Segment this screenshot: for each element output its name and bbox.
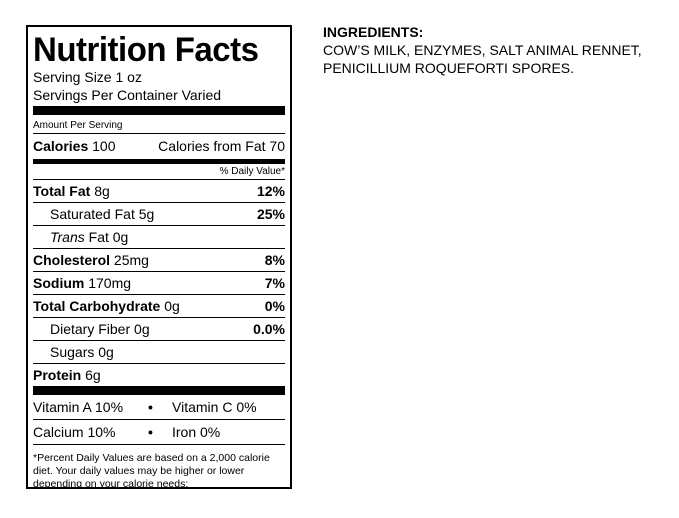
ingredients-title: INGREDIENTS: bbox=[323, 24, 424, 40]
nutrient-row-trans-fat: Trans Fat 0g bbox=[33, 225, 285, 248]
servings-per-container: Servings Per Container Varied bbox=[33, 87, 222, 103]
daily-value-header: % Daily Value* bbox=[219, 166, 285, 177]
thick-divider bbox=[33, 106, 285, 115]
calories-value: 100 bbox=[92, 138, 116, 154]
vitamin-right: Vitamin C 0% bbox=[172, 399, 257, 415]
vitamin-row: Vitamin A 10% • Vitamin C 0% bbox=[33, 395, 285, 419]
nutrient-amount: Fat 0g bbox=[88, 229, 129, 245]
nutrient-name: Saturated Fat bbox=[50, 206, 135, 222]
calories-from-fat: Calories from Fat 70 bbox=[158, 138, 285, 154]
nutrient-amount: 5g bbox=[138, 206, 155, 222]
nutrient-amount: 0g bbox=[98, 344, 114, 360]
vitamin-left: Calcium 10% bbox=[33, 424, 116, 440]
nutrient-dv: 12% bbox=[256, 183, 285, 199]
amount-per-serving: Amount Per Serving bbox=[33, 120, 123, 131]
nutrient-name: Total Fat bbox=[33, 183, 91, 199]
bullet: • bbox=[148, 424, 153, 440]
nutrient-amount: 6g bbox=[85, 367, 101, 383]
vitamin-row: Calcium 10% • Iron 0% bbox=[33, 419, 285, 444]
nutrient-dv: 7% bbox=[264, 275, 285, 291]
serving-size: Serving Size 1 oz bbox=[33, 69, 142, 85]
nutrient-amount: 25mg bbox=[113, 252, 149, 268]
thick-divider bbox=[33, 386, 285, 395]
nutrient-row-total-carbohydrate: Total Carbohydrate 0g 0% bbox=[33, 294, 285, 317]
calories-label: Calories bbox=[33, 138, 89, 154]
ingredients-text: COW’S MILK, ENZYMES, SALT ANIMAL RENNET,… bbox=[323, 42, 642, 76]
nutrient-name: Dietary Fiber bbox=[50, 321, 131, 337]
nutrient-row-cholesterol: Cholesterol 25mg 8% bbox=[33, 248, 285, 271]
nutrient-amount: 0g bbox=[164, 298, 180, 314]
label-title: Nutrition Facts bbox=[33, 31, 259, 69]
nutrient-name: Trans bbox=[50, 229, 85, 245]
nutrient-dv: 8% bbox=[264, 252, 285, 268]
bullet: • bbox=[148, 399, 153, 415]
nutrient-name: Sodium bbox=[33, 275, 85, 291]
nutrient-dv: 25% bbox=[256, 206, 285, 222]
vitamin-left: Vitamin A 10% bbox=[33, 399, 124, 415]
nutrient-row-dietary-fiber: Dietary Fiber 0g 0.0% bbox=[33, 317, 285, 340]
nutrient-dv: 0% bbox=[264, 298, 285, 314]
calories-row: Calories 100 Calories from Fat 70 bbox=[33, 133, 285, 159]
medium-divider bbox=[33, 159, 285, 164]
nutrient-name: Protein bbox=[33, 367, 82, 383]
nutrient-row-sodium: Sodium 170mg 7% bbox=[33, 271, 285, 294]
nutrition-facts-label: Nutrition Facts Serving Size 1 oz Servin… bbox=[26, 25, 292, 491]
nutrient-amount: 0g bbox=[134, 321, 150, 337]
nutrient-amount: 170mg bbox=[88, 275, 132, 291]
nutrient-amount: 8g bbox=[94, 183, 110, 199]
nutrient-row-saturated-fat: Saturated Fat 5g 25% bbox=[33, 202, 285, 225]
nutrient-dv: 0.0% bbox=[253, 321, 285, 337]
vitamin-right: Iron 0% bbox=[172, 424, 221, 440]
nutrient-name: Sugars bbox=[50, 344, 95, 360]
nutrient-name: Total Carbohydrate bbox=[33, 298, 161, 314]
nutrient-row-total-fat: Total Fat 8g 12% bbox=[33, 179, 285, 202]
nutrient-name: Cholesterol bbox=[33, 252, 111, 268]
nutrient-row-sugars: Sugars 0g bbox=[33, 340, 285, 363]
footnote: *Percent Daily Values are based on a 2,0… bbox=[33, 444, 285, 491]
nutrient-row-protein: Protein 6g bbox=[33, 363, 285, 386]
ingredients-section: INGREDIENTS: COW’S MILK, ENZYMES, SALT A… bbox=[323, 23, 653, 77]
